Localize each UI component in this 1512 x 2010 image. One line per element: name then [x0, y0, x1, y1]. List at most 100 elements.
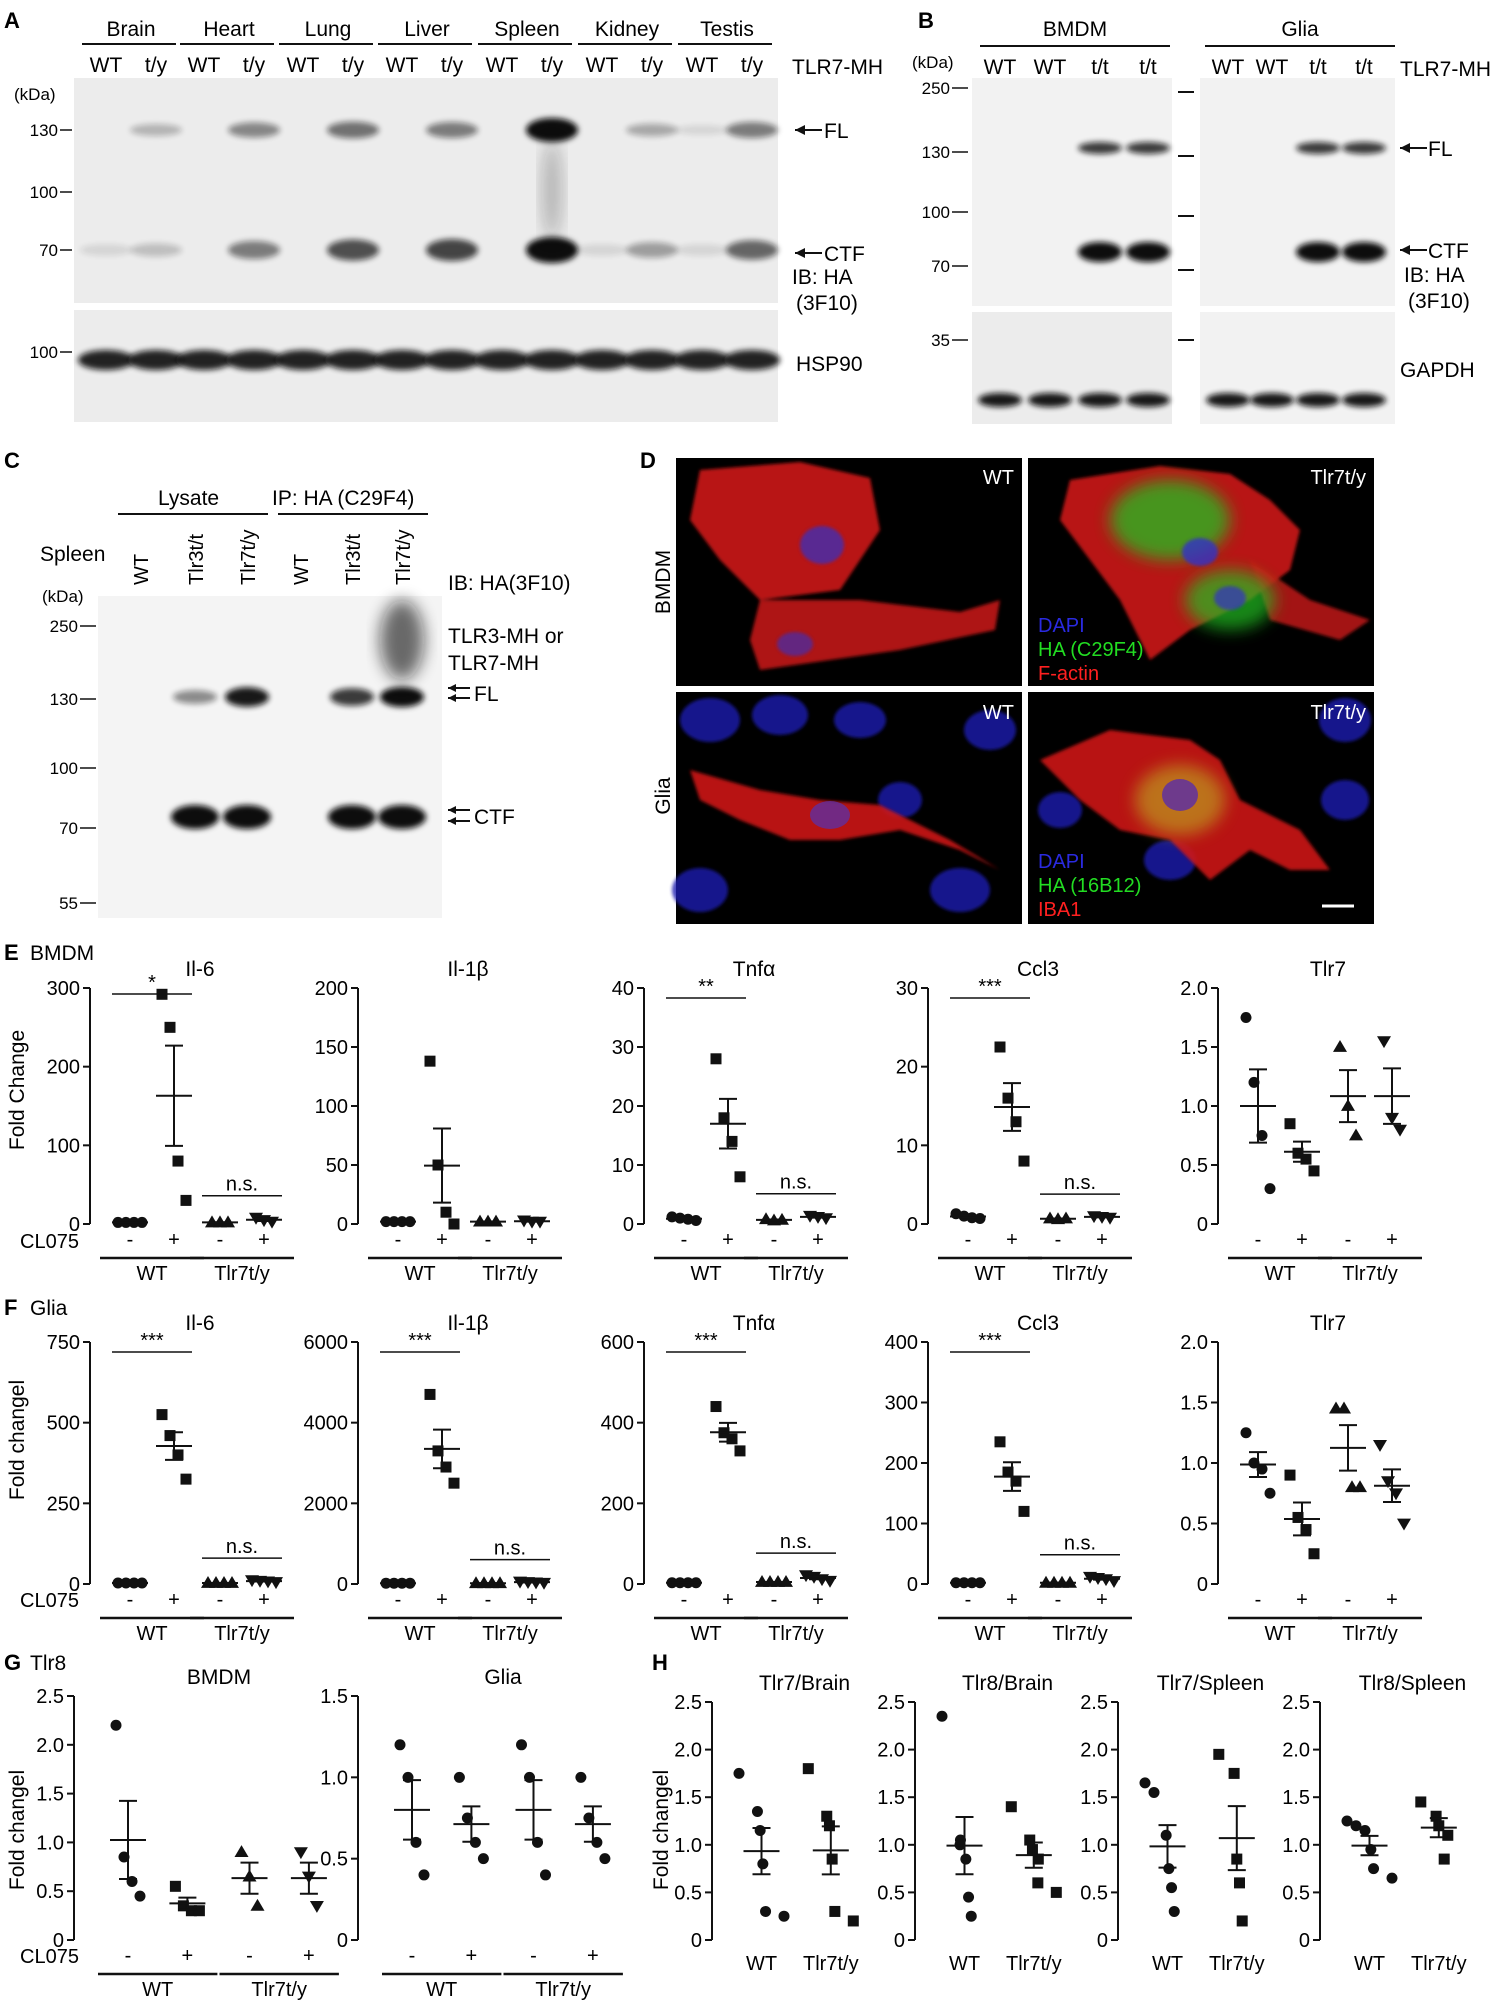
panel-letter-e: E	[4, 940, 19, 965]
data-point	[757, 1858, 769, 1870]
data-point	[1026, 1844, 1038, 1856]
y-tick-label: 0	[1097, 1930, 1108, 1952]
data-point	[177, 1900, 189, 1912]
lane-label: WT	[1256, 56, 1289, 79]
data-point	[826, 1853, 838, 1865]
treatment-sign: -	[395, 1229, 402, 1251]
blot-b-glia-bottom	[1200, 312, 1395, 424]
treatment-sign: -	[965, 1589, 972, 1611]
svg-text:CTF: CTF	[824, 243, 865, 266]
treatment-label-g: CL075	[20, 1946, 79, 1968]
group-label: BMDM	[1043, 18, 1107, 41]
treatment-sign: -	[681, 1229, 688, 1251]
band-fl	[676, 125, 728, 135]
group-labels-b: BMDM Glia	[980, 18, 1395, 47]
y-tick-label: 1.5	[1080, 1787, 1108, 1809]
data-point	[734, 1171, 746, 1183]
data-point	[726, 1135, 738, 1147]
treatment-sign: +	[1296, 1229, 1308, 1251]
mw-marker: 100	[30, 343, 58, 362]
svg-text:CTF: CTF	[474, 806, 515, 829]
band-fl	[380, 687, 424, 707]
bands-a	[78, 118, 780, 370]
legend-glia-dapi: DAPI	[1038, 851, 1085, 873]
panel-letter-d: D	[640, 448, 656, 473]
y-tick-label: 0	[69, 1574, 80, 1596]
data-point	[963, 1891, 975, 1903]
treatment-sign: -	[1055, 1229, 1062, 1251]
col-label-ko-top: Tlr7t/y	[1310, 467, 1366, 489]
data-point	[537, 1577, 551, 1590]
treatment-sign: -	[409, 1945, 416, 1967]
treatment-sign: -	[1345, 1589, 1352, 1611]
band-ctf	[223, 805, 271, 829]
y-tick-label: 100	[315, 1096, 348, 1118]
y-tick-label: 2.5	[674, 1692, 702, 1714]
data-point	[1341, 1815, 1353, 1827]
lane-label: WT	[984, 56, 1017, 79]
lane-label: t/y	[145, 54, 168, 77]
lane-label: WT	[131, 554, 153, 585]
data-point	[453, 1771, 465, 1783]
lane-labels-c: WT Tlr3t/t Tlr7t/y WT Tlr3t/t Tlr7t/y	[131, 529, 415, 585]
chart-title: Tlr8/Spleen	[1359, 1672, 1466, 1695]
band-ctf	[726, 240, 778, 260]
genotype-label: Tlr7t/y	[1052, 1263, 1108, 1285]
lane-label: WT	[686, 54, 719, 77]
data-point	[1005, 1801, 1017, 1813]
data-point	[599, 1853, 611, 1865]
y-tick-label: 400	[601, 1413, 634, 1435]
band-ctf	[228, 241, 280, 259]
data-point	[1300, 1524, 1312, 1536]
sig-label: n.s.	[1064, 1533, 1096, 1555]
treatment-sign: -	[965, 1229, 972, 1251]
svg-text:CTF: CTF	[1428, 240, 1469, 263]
data-point	[394, 1739, 406, 1751]
band-smear	[380, 600, 424, 680]
data-point	[1032, 1877, 1044, 1889]
treatment-sign: -	[530, 1945, 537, 1967]
y-tick-label: 300	[47, 978, 80, 1000]
lane-label: t/y	[541, 54, 564, 77]
treatment-sign: +	[182, 1945, 194, 1967]
genotype-label: WT	[136, 1263, 167, 1285]
band-fl	[1296, 142, 1340, 154]
y-tick-label: 0	[894, 1930, 905, 1952]
lane-label: WT	[386, 54, 419, 77]
treatment-sign: +	[303, 1945, 315, 1967]
svg-text:FL: FL	[474, 683, 499, 706]
data-point	[1050, 1886, 1062, 1898]
band-ctf	[1126, 242, 1170, 262]
lane-label: Tlr3t/t	[343, 533, 365, 585]
y-tick-label: 1.5	[877, 1787, 905, 1809]
data-point	[1264, 1487, 1276, 1499]
lane-label: WT	[1212, 56, 1245, 79]
y-tick-label: 100	[47, 1135, 80, 1157]
data-point	[440, 1461, 452, 1473]
data-point	[1018, 1155, 1030, 1167]
treatment-sign: +	[258, 1229, 270, 1251]
band-loading	[1028, 393, 1072, 407]
genotype-label: WT	[142, 1979, 173, 2001]
genotype-label: Tlr7t/y	[1342, 1623, 1398, 1645]
chart-h3: Tlr7/Spleen 2.5 2.0 1.5 1.0 0.5 0 WT Tlr7t/y	[1080, 1672, 1264, 1975]
treatment-sign: +	[722, 1229, 734, 1251]
micrograph-glia-wt: WT	[672, 692, 1022, 924]
ylabel-h: Fold changel	[650, 1770, 673, 1890]
data-point	[424, 1055, 436, 1067]
mw-marker: 55	[59, 894, 78, 913]
band-smear	[542, 140, 562, 240]
data-point	[1002, 1092, 1014, 1104]
group-lysate: Lysate	[158, 487, 219, 510]
data-point	[1248, 1076, 1260, 1088]
bands-c	[171, 600, 426, 829]
genotype-label: WT	[746, 1953, 777, 1975]
band-fl	[526, 118, 578, 142]
tissue-label: Spleen	[494, 18, 559, 41]
sig-label: ***	[978, 1330, 1002, 1352]
panel-c: C Lysate IP: HA (C29F4) Spleen WT Tlr3t/t…	[4, 448, 571, 918]
sig-label: ***	[140, 1330, 164, 1352]
band-fl	[130, 124, 182, 136]
treatment-sign: -	[246, 1945, 253, 1967]
data-point	[134, 1890, 146, 1902]
